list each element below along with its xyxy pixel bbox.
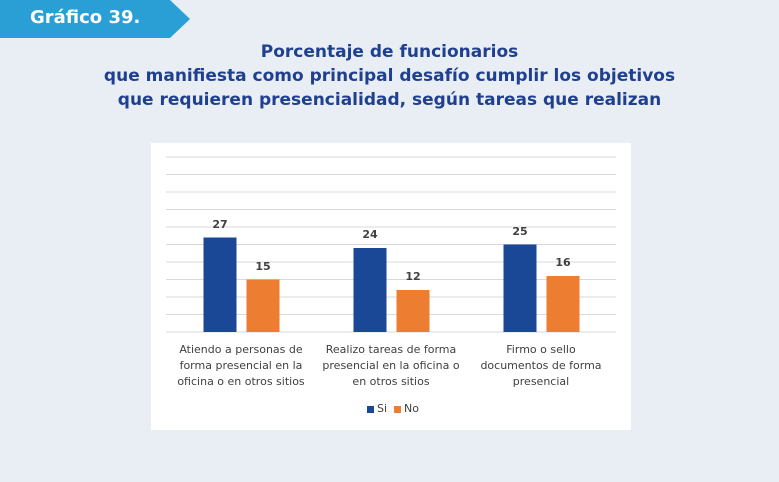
x-tick-label: Firmo o sello documentos de forma presen… bbox=[480, 343, 602, 388]
legend-swatch bbox=[367, 406, 374, 413]
legend-label: Si bbox=[377, 402, 388, 415]
bar bbox=[246, 279, 280, 332]
title-line: que manifiesta como principal desafío cu… bbox=[103, 66, 676, 86]
legend-swatch bbox=[394, 406, 401, 413]
chart bbox=[166, 156, 616, 413]
bar bbox=[203, 237, 237, 332]
bar bbox=[503, 244, 537, 332]
value-label: 25 bbox=[512, 224, 528, 238]
title-line: Porcentaje de funcionarios bbox=[260, 42, 519, 62]
value-label: 12 bbox=[405, 270, 421, 283]
legend-label: No bbox=[404, 402, 419, 415]
value-label: 27 bbox=[212, 217, 228, 231]
x-tick-label: Atiendo a personas de forma presencial e… bbox=[177, 343, 305, 388]
x-tick-label: Realizo tareas de forma presencial en la… bbox=[322, 343, 460, 388]
value-label: 16 bbox=[555, 256, 571, 269]
bar bbox=[546, 276, 580, 332]
title-line: que requieren presencialidad, según tare… bbox=[117, 90, 662, 110]
chart-title: Porcentaje de funcionarios que manifiesta… bbox=[0, 40, 779, 112]
badge-text: Gráfico 39. bbox=[30, 7, 141, 28]
value-label: 15 bbox=[255, 259, 271, 273]
bar bbox=[396, 290, 430, 332]
value-label: 24 bbox=[362, 228, 378, 241]
badge bbox=[0, 0, 190, 38]
bar bbox=[353, 248, 387, 332]
chart-panel: Atiendo a personas de forma presencial e… bbox=[151, 143, 631, 430]
